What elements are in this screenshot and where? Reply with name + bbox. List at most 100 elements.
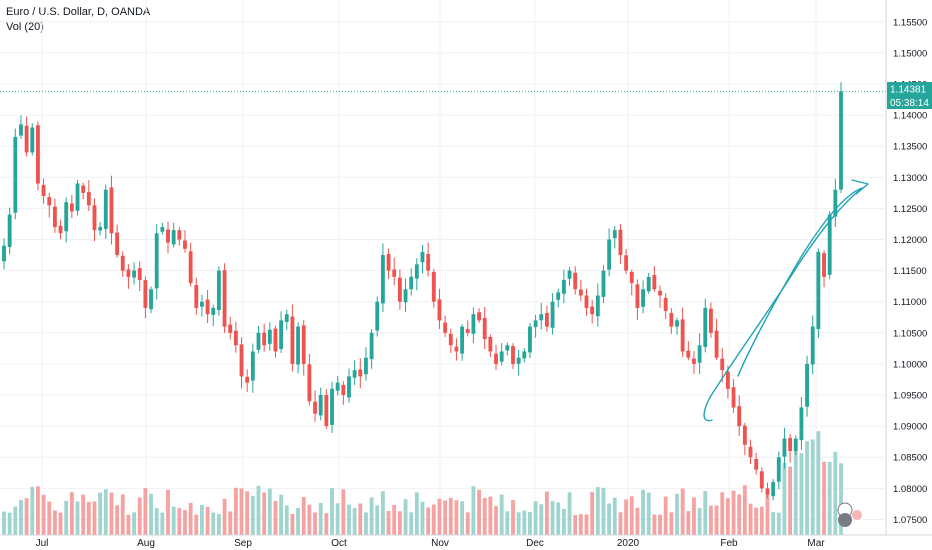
time-tick-label: Nov xyxy=(431,538,449,549)
candle-body xyxy=(137,268,142,280)
volume-bar xyxy=(64,500,69,535)
candle-body xyxy=(409,276,414,290)
hand-drawn-arrow-return xyxy=(737,187,863,377)
volume-bar xyxy=(646,492,651,535)
time-axis[interactable]: Jul Aug Sep Oct Nov Dec 2020 Feb Mar xyxy=(36,538,826,549)
volume-bar xyxy=(471,486,476,535)
candle-body xyxy=(561,279,566,294)
volume-bar xyxy=(822,461,826,535)
price-tick-label: 1.08000 xyxy=(893,484,927,495)
volume-bar xyxy=(720,492,725,535)
candle-body xyxy=(776,457,781,482)
volume-bar xyxy=(839,463,843,535)
volume-bar xyxy=(324,513,329,535)
candle-body xyxy=(216,270,221,311)
volume-bar xyxy=(392,504,397,535)
candle-body xyxy=(816,251,821,330)
volume-bar xyxy=(776,512,781,535)
candle-body xyxy=(488,336,493,352)
volume-bar xyxy=(397,511,402,535)
volume-bar xyxy=(58,512,63,535)
candle-body xyxy=(273,328,278,352)
candle-body xyxy=(431,271,436,302)
candle-body xyxy=(805,363,809,407)
volume-bar xyxy=(194,514,199,535)
candle-body xyxy=(2,245,6,262)
candle-body xyxy=(132,270,136,278)
volume-bar xyxy=(556,502,561,535)
candle-body xyxy=(120,255,125,271)
candle-body xyxy=(324,394,329,427)
volume-bar xyxy=(584,514,589,535)
candle-body xyxy=(267,329,272,344)
volume-bar xyxy=(414,492,419,535)
candle-body xyxy=(397,277,402,302)
volume-bar xyxy=(482,497,487,535)
candle-body xyxy=(482,317,487,340)
volume-bar xyxy=(273,500,278,535)
candle-body xyxy=(183,240,187,249)
candle-body xyxy=(13,136,18,213)
candle-body xyxy=(505,345,510,351)
price-tick-label: 1.12500 xyxy=(893,204,927,215)
candle-body xyxy=(75,183,80,211)
candle-body xyxy=(680,319,685,352)
volume-bar xyxy=(41,494,46,535)
price-tick-label: 1.11000 xyxy=(893,297,927,308)
candle-body xyxy=(725,371,730,389)
candle-body xyxy=(115,232,120,256)
candle-body xyxy=(358,369,363,377)
bar-countdown-label: 05:38:14 xyxy=(890,98,929,109)
candle-body xyxy=(646,276,651,292)
candle-body xyxy=(386,254,391,271)
volume-bar xyxy=(754,507,759,535)
volume-bar xyxy=(675,493,679,535)
volume-bar xyxy=(669,512,674,535)
hand-drawn-arrow-stroke xyxy=(703,187,863,422)
candle-body xyxy=(318,395,323,416)
candle-body xyxy=(584,295,589,308)
last-price-badge: 1.14381 xyxy=(887,82,932,96)
candle-body xyxy=(771,482,776,497)
volume-bar xyxy=(652,514,657,535)
candle-body xyxy=(347,376,351,398)
candle-body xyxy=(296,326,301,365)
candle-body xyxy=(516,357,521,364)
candle-body xyxy=(149,289,153,310)
volume-bar xyxy=(692,497,696,535)
candle-body xyxy=(494,353,498,364)
candle-body xyxy=(426,254,431,271)
candle-body xyxy=(595,295,600,317)
price-tick-label: 1.07500 xyxy=(893,515,927,526)
volume-bar xyxy=(307,504,312,535)
candle-body xyxy=(420,251,425,263)
candle-body xyxy=(624,255,629,271)
volume-bar xyxy=(143,488,148,535)
candle-body xyxy=(810,326,815,365)
volume-bar xyxy=(369,497,374,535)
candle-body xyxy=(737,406,742,427)
candle-body xyxy=(233,330,238,346)
volume-bar xyxy=(544,491,549,535)
candle-body xyxy=(194,284,199,308)
time-tick-label: Aug xyxy=(137,538,155,549)
events-icon[interactable] xyxy=(837,502,862,527)
candle-body xyxy=(833,189,838,217)
volume-bar xyxy=(539,504,544,535)
volume-bar xyxy=(816,431,821,535)
volume-bar xyxy=(267,488,272,535)
volume-bar xyxy=(793,451,798,535)
volume-bar xyxy=(737,494,742,535)
candle-body xyxy=(612,230,617,239)
candle-body xyxy=(154,233,159,289)
candle-body xyxy=(64,202,69,232)
candle-body xyxy=(341,384,346,396)
volume-bar xyxy=(725,498,730,535)
candle-body xyxy=(567,270,572,279)
volume-bar xyxy=(69,492,74,535)
volume-bar xyxy=(160,512,165,535)
volume-bar xyxy=(833,451,838,535)
candle-body xyxy=(307,364,312,402)
candle-body xyxy=(81,185,86,193)
